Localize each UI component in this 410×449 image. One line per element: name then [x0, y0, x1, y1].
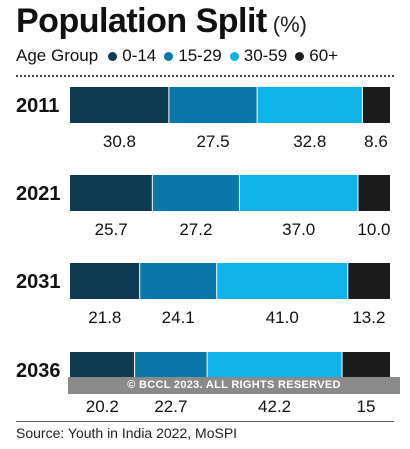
- legend-label: Age Group: [16, 46, 99, 65]
- legend-text-60-plus: 60+: [309, 46, 339, 65]
- legend: Age Group 0-14 15-29 30-59 60+: [16, 46, 346, 66]
- bar-2021-15-29: [152, 175, 240, 211]
- legend-swatch-15-29: [164, 51, 174, 61]
- value-label-2021-15-29: 27.2: [179, 220, 212, 239]
- value-label-2021-30-59: 37.0: [282, 220, 315, 239]
- copyright-watermark: © BCCL 2023. ALL RIGHTS RESERVED: [68, 377, 400, 394]
- value-label-2011-0-14: 30.8: [103, 132, 136, 151]
- legend-item-15-29: 15-29: [164, 46, 222, 66]
- title-unit: (%): [272, 12, 307, 37]
- bar-2031-0-14: [70, 263, 140, 299]
- year-label-2021: 2021: [16, 183, 61, 205]
- legend-swatch-60-plus: [295, 51, 305, 61]
- bar-2031-15-29: [139, 263, 217, 299]
- legend-text-0-14: 0-14: [122, 46, 157, 65]
- legend-swatch-30-59: [229, 51, 239, 61]
- legend-text-30-59: 30-59: [243, 46, 288, 65]
- bar-2011-0-14: [70, 87, 169, 123]
- value-label-2011-15-29: 27.5: [196, 132, 229, 151]
- legend-item-0-14: 0-14: [108, 46, 156, 66]
- bar-2021-30-59: [239, 175, 358, 211]
- value-label-2011-60-plus: 8.6: [364, 132, 388, 151]
- bar-2021-0-14: [70, 175, 153, 211]
- title-text: Population Split: [16, 2, 267, 40]
- value-label-2011-30-59: 32.8: [293, 132, 326, 151]
- value-label-2036-60-plus: 15: [357, 397, 376, 416]
- source-note: Source: Youth in India 2022, MoSPI: [16, 425, 238, 441]
- value-label-2021-60-plus: 10.0: [357, 220, 390, 239]
- chart-title: Population Split (%): [16, 2, 307, 41]
- year-label-2031: 2031: [16, 271, 61, 293]
- value-label-2021-0-14: 25.7: [95, 220, 128, 239]
- legend-swatch-0-14: [108, 51, 118, 61]
- value-label-2031-30-59: 41.0: [266, 308, 299, 327]
- bar-2011-15-29: [168, 87, 258, 123]
- legend-item-60-plus: 60+: [295, 46, 338, 66]
- source-divider: [16, 421, 394, 422]
- value-label-2031-60-plus: 13.2: [352, 308, 385, 327]
- bar-2021-60-plus: [357, 175, 390, 211]
- value-label-2031-0-14: 21.8: [88, 308, 121, 327]
- bar-2031-60-plus: [347, 263, 390, 299]
- bar-2011-60-plus: [362, 87, 390, 123]
- legend-divider: [16, 75, 394, 77]
- value-label-2031-15-29: 24.1: [162, 308, 195, 327]
- year-label-2011: 2011: [16, 95, 59, 117]
- legend-item-30-59: 30-59: [229, 46, 288, 66]
- legend-text-15-29: 15-29: [178, 46, 222, 65]
- bar-2031-30-59: [216, 263, 348, 299]
- value-label-2036-0-14: 20.2: [86, 397, 119, 416]
- value-label-2036-30-59: 42.2: [258, 397, 291, 416]
- bar-2011-30-59: [257, 87, 363, 123]
- year-label-2036: 2036: [16, 360, 61, 382]
- value-label-2036-15-29: 22.7: [154, 397, 187, 416]
